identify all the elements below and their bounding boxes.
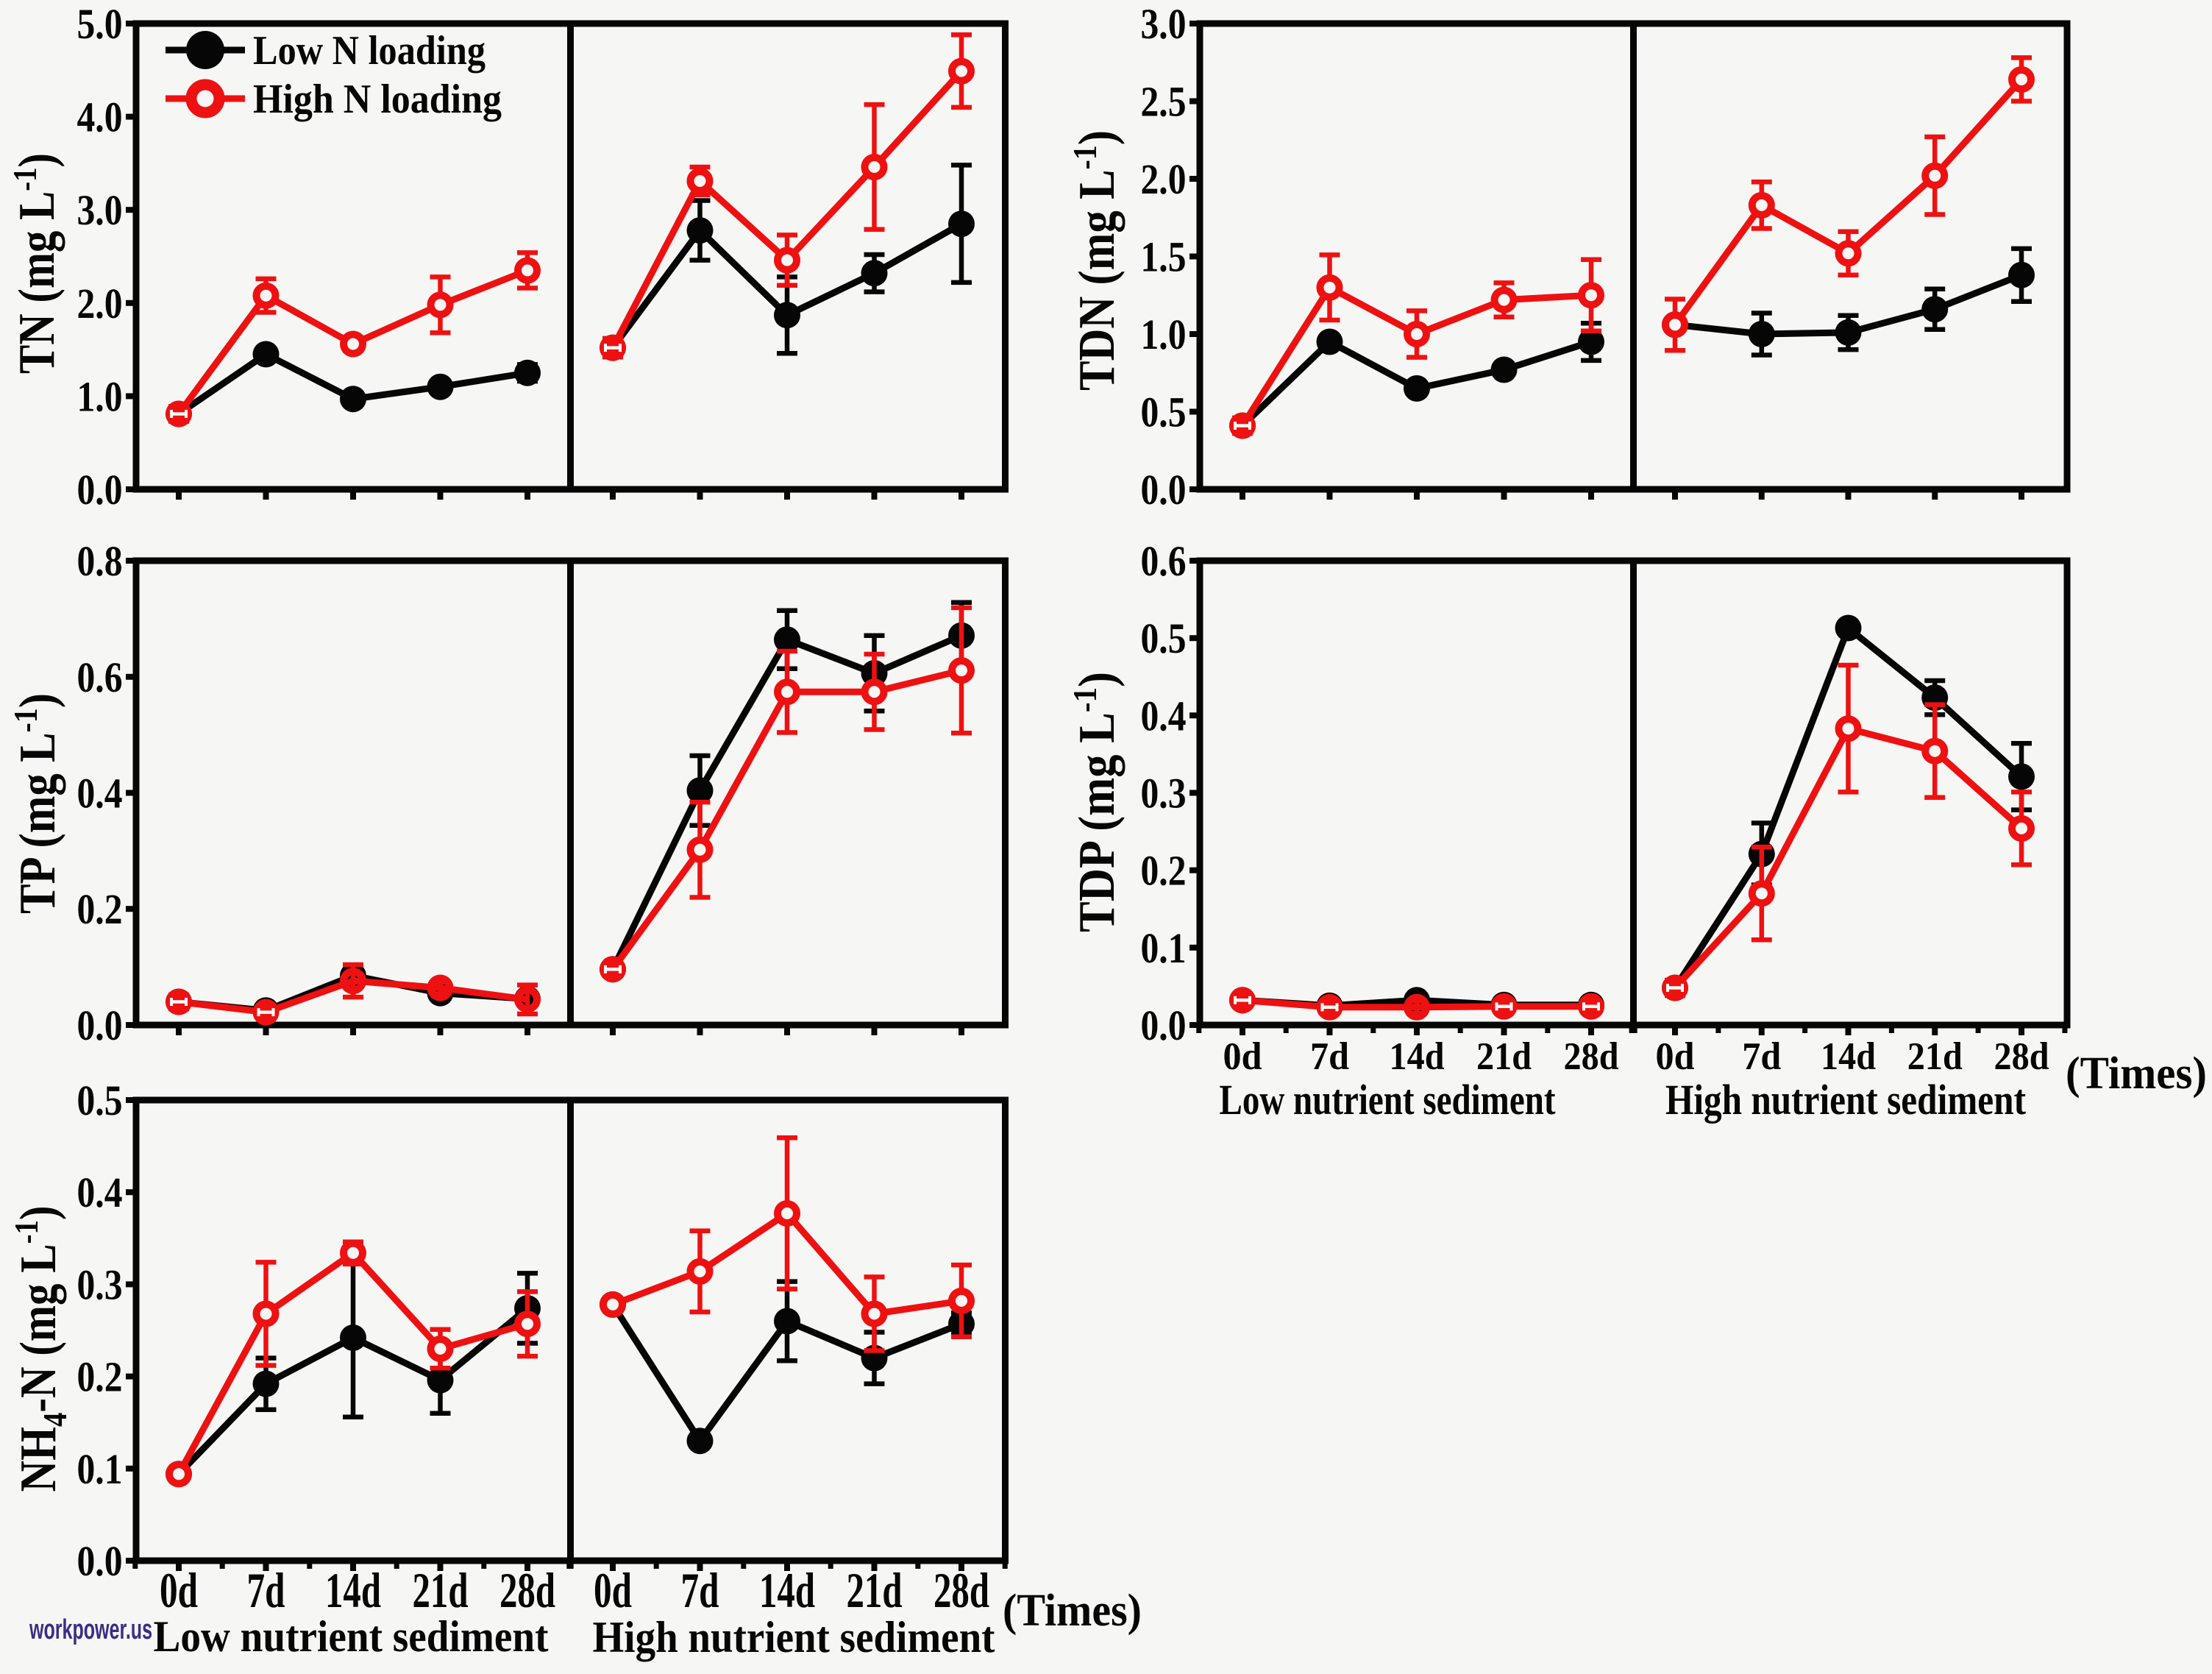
svg-text:5.0: 5.0 [77,0,123,48]
svg-text:0.4: 0.4 [77,1168,123,1216]
svg-text:28d: 28d [933,1562,989,1618]
svg-text:TDN (mg L-1): TDN (mg L-1) [1066,130,1125,391]
svg-text:0d: 0d [594,1562,632,1618]
svg-text:NH4-N (mg L-1): NH4-N (mg L-1) [7,1206,74,1492]
svg-text:21d: 21d [1476,1035,1532,1078]
svg-text:21d: 21d [847,1562,903,1618]
svg-text:0.6: 0.6 [1141,537,1187,585]
svg-text:2.0: 2.0 [77,280,123,327]
svg-text:0.6: 0.6 [77,653,123,701]
svg-text:0.2: 0.2 [1141,847,1187,895]
svg-text:0.5: 0.5 [77,1077,123,1124]
svg-text:0.0: 0.0 [77,1537,123,1585]
svg-text:0d: 0d [1223,1035,1262,1078]
svg-text:7d: 7d [1310,1035,1349,1078]
svg-text:14d: 14d [1821,1035,1876,1078]
svg-text:0.3: 0.3 [77,1260,123,1308]
svg-text:2.0: 2.0 [1141,155,1187,203]
svg-text:0.1: 0.1 [1141,924,1187,972]
svg-text:High nutrient sediment: High nutrient sediment [1665,1076,2027,1124]
svg-text:Low nutrient sediment: Low nutrient sediment [1220,1076,1557,1124]
svg-text:7d: 7d [1742,1035,1781,1078]
svg-text:3.0: 3.0 [77,186,123,234]
svg-text:0.2: 0.2 [77,885,123,933]
svg-text:0.0: 0.0 [1141,1001,1187,1049]
svg-text:4.0: 4.0 [77,93,123,141]
svg-text:0.5: 0.5 [1141,389,1187,436]
svg-text:High nutrient sediment: High nutrient sediment [593,1613,995,1661]
svg-text:14d: 14d [325,1562,381,1618]
svg-text:0.0: 0.0 [77,1001,123,1049]
svg-text:14d: 14d [1390,1035,1445,1078]
svg-text:14d: 14d [759,1562,815,1618]
svg-text:0.1: 0.1 [77,1445,123,1493]
svg-text:3.0: 3.0 [1141,0,1187,48]
svg-text:0.8: 0.8 [77,537,123,585]
svg-text:0d: 0d [160,1562,198,1618]
svg-text:1.0: 1.0 [77,372,123,420]
svg-text:(Times): (Times) [1003,1586,1142,1636]
svg-text:0d: 0d [1656,1035,1695,1078]
svg-text:0.5: 0.5 [1141,614,1187,662]
svg-text:0.2: 0.2 [77,1353,123,1401]
svg-text:1.5: 1.5 [1141,233,1187,281]
svg-text:28d: 28d [1994,1035,2049,1078]
svg-text:28d: 28d [499,1562,555,1618]
svg-text:TDP (mg L-1): TDP (mg L-1) [1066,672,1125,932]
svg-text:21d: 21d [1907,1035,1963,1078]
svg-text:workpower.us: workpower.us [29,1614,152,1645]
svg-text:28d: 28d [1564,1035,1619,1078]
svg-text:High N loading: High N loading [253,77,502,122]
svg-text:1.0: 1.0 [1141,311,1187,358]
svg-text:7d: 7d [681,1562,719,1618]
svg-text:Low nutrient sediment: Low nutrient sediment [154,1612,549,1661]
svg-text:0.0: 0.0 [1141,466,1187,514]
svg-text:TN (mg L-1): TN (mg L-1) [6,153,65,374]
svg-text:21d: 21d [413,1562,469,1618]
svg-text:0.0: 0.0 [77,466,123,514]
svg-text:0.4: 0.4 [77,770,123,818]
svg-text:0.3: 0.3 [1141,770,1187,818]
svg-text:0.4: 0.4 [1141,692,1187,740]
svg-text:2.5: 2.5 [1141,78,1187,126]
svg-text:(Times): (Times) [2066,1049,2207,1099]
svg-text:Low N loading: Low N loading [253,28,486,74]
svg-text:7d: 7d [247,1562,285,1618]
